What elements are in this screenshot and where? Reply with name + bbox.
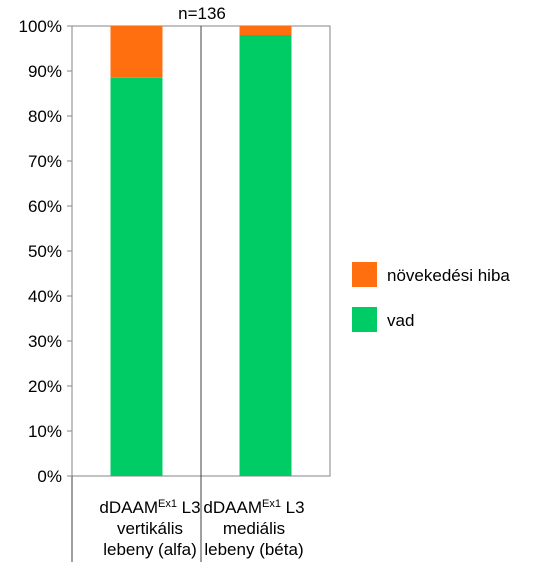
legend-swatch-wild-type xyxy=(352,307,377,332)
bar-segment-growth-defect-1 xyxy=(110,26,163,78)
bar-segment-growth-defect-2 xyxy=(239,26,292,35)
y-tick-label: 0% xyxy=(37,467,62,486)
y-tick-label: 100% xyxy=(19,17,62,36)
legend: növekedési hiba vad xyxy=(352,262,510,332)
category-label-medial-lobe: dDAAMEx1 L3 mediális lebeny (béta) xyxy=(203,498,305,559)
bar-segment-wild-type-2 xyxy=(239,35,292,476)
y-tick-label: 70% xyxy=(28,152,62,171)
y-tick-label: 60% xyxy=(28,197,62,216)
y-tick-label: 10% xyxy=(28,422,62,441)
y-tick-label: 50% xyxy=(28,242,62,261)
y-tick-label: 30% xyxy=(28,332,62,351)
y-tick-label: 90% xyxy=(28,62,62,81)
y-tick-label: 40% xyxy=(28,287,62,306)
legend-label-wild-type: vad xyxy=(387,311,414,330)
sample-size-annotation: n=136 xyxy=(178,4,226,23)
y-tick-label: 80% xyxy=(28,107,62,126)
bar-segment-wild-type-1 xyxy=(110,77,163,476)
y-tick-label: 20% xyxy=(28,377,62,396)
category-label-vertical-lobe: dDAAMEx1 L3 vertikális lebeny (alfa) xyxy=(99,498,201,559)
legend-label-growth-defect: növekedési hiba xyxy=(387,266,510,285)
legend-swatch-growth-defect xyxy=(352,262,377,287)
